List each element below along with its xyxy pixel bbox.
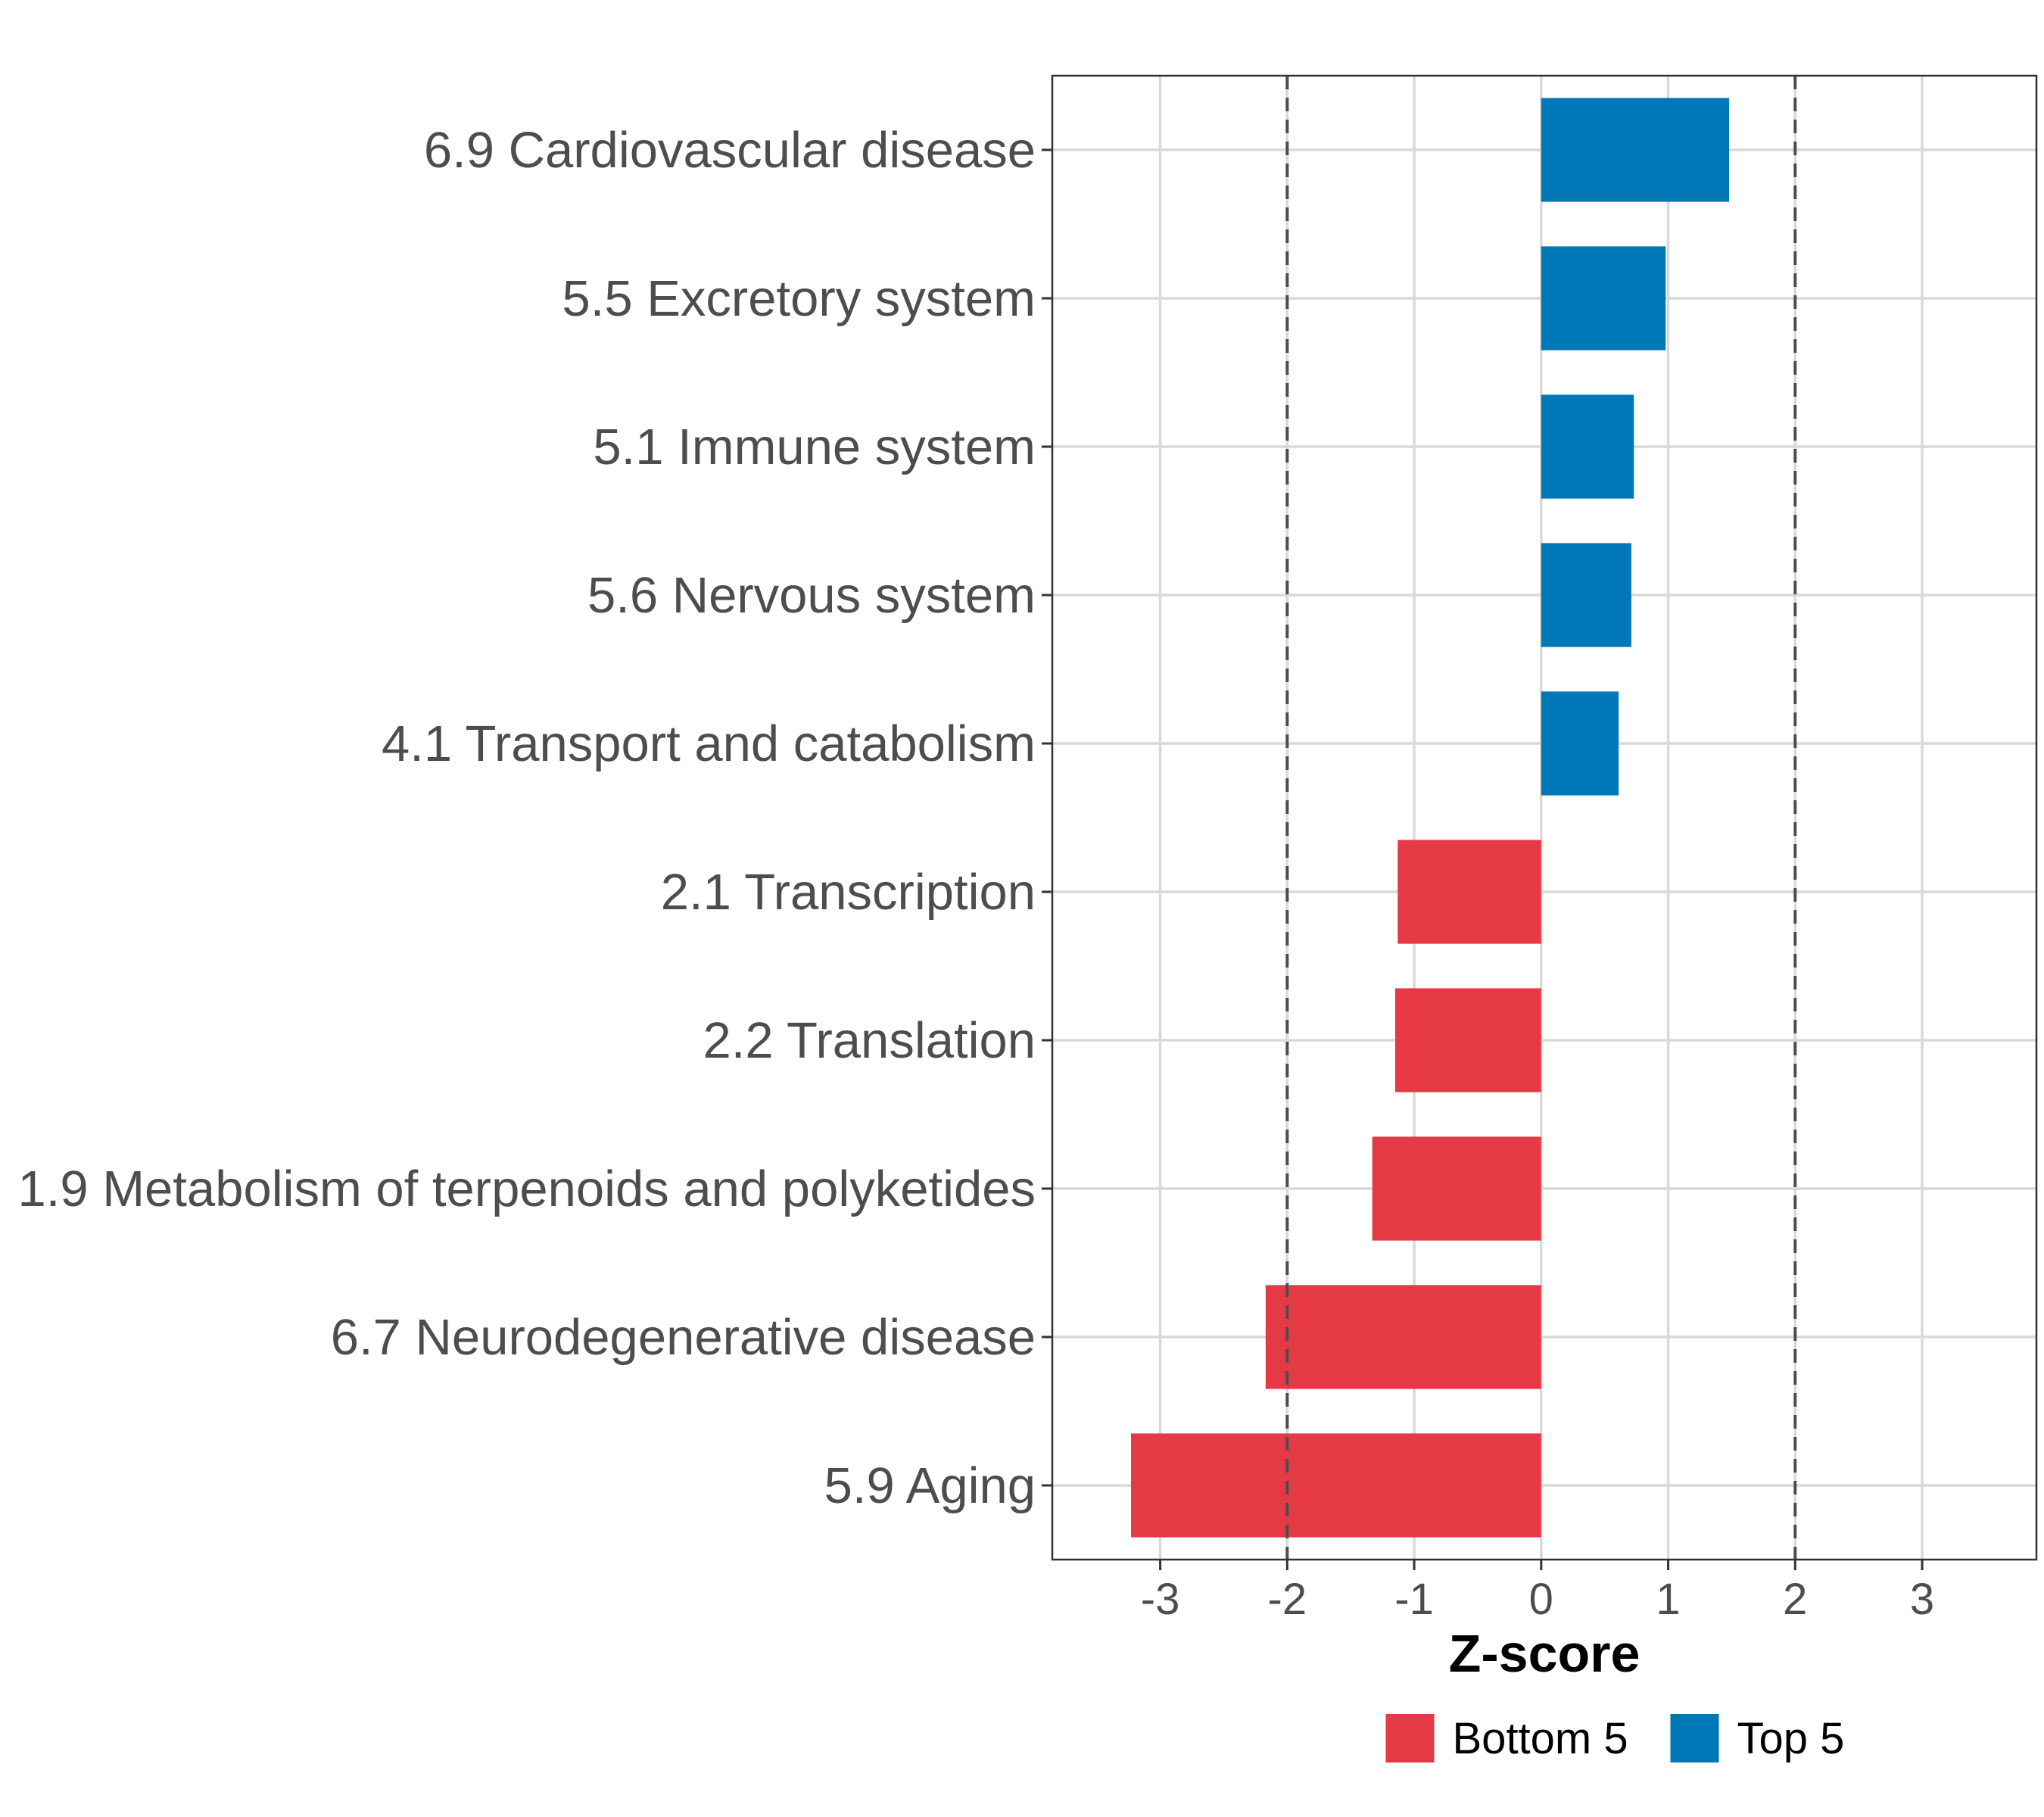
x-axis-title: Z-score xyxy=(1449,1624,1640,1683)
plot-panel-border xyxy=(1051,74,2038,1561)
x-tick-label: 2 xyxy=(1783,1575,1807,1624)
bar xyxy=(1541,246,1666,351)
bar xyxy=(1397,840,1541,944)
bar xyxy=(1541,691,1619,796)
legend-label: Top 5 xyxy=(1737,1714,1845,1763)
x-tick-label: -3 xyxy=(1141,1575,1180,1624)
bar xyxy=(1541,543,1631,647)
bar xyxy=(1372,1136,1541,1241)
category-label: 5.1 Immune system xyxy=(593,419,1036,475)
category-label: 6.7 Neurodegenerative disease xyxy=(331,1309,1036,1366)
legend: Bottom 5 Top 5 xyxy=(1385,1714,1845,1763)
legend-label: Bottom 5 xyxy=(1453,1714,1628,1763)
category-label: 2.2 Translation xyxy=(703,1012,1036,1069)
bar xyxy=(1131,1433,1541,1538)
category-label: 5.5 Excretory system xyxy=(562,270,1036,327)
bars xyxy=(1131,98,1730,1538)
category-label: 5.6 Nervous system xyxy=(587,567,1036,624)
x-tick-label: -1 xyxy=(1394,1575,1434,1624)
reference-lines xyxy=(1285,76,1797,1560)
x-tick-label: 0 xyxy=(1529,1575,1553,1624)
category-label: 6.9 Cardiovascular disease xyxy=(424,122,1036,179)
legend-key xyxy=(1670,1714,1719,1762)
x-tick-label: 3 xyxy=(1910,1575,1934,1624)
x-tick-label: -2 xyxy=(1268,1575,1307,1624)
bar xyxy=(1541,394,1634,499)
category-label: 4.1 Transport and catabolism xyxy=(382,715,1036,772)
y-axis: 6.9 Cardiovascular disease 5.5 Excretory … xyxy=(17,122,1052,1514)
bar xyxy=(1265,1285,1541,1389)
category-label: 1.9 Metabolism of terpenoids and polyket… xyxy=(17,1161,1036,1217)
legend-key xyxy=(1385,1714,1435,1762)
category-label: 5.9 Aging xyxy=(824,1457,1036,1514)
category-label: 2.1 Transcription xyxy=(661,864,1036,921)
x-axis: -3 -2 -1 0 1 2 3 xyxy=(1141,1560,1934,1624)
bar xyxy=(1541,98,1730,202)
bar xyxy=(1394,988,1541,1092)
x-tick-label: 1 xyxy=(1656,1575,1680,1624)
